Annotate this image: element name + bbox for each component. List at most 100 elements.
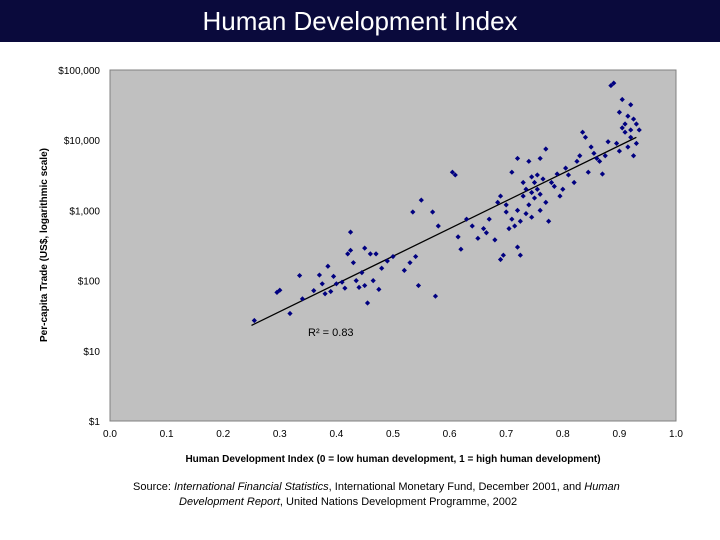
data-point (463, 216, 470, 222)
data-point (497, 193, 504, 199)
data-point (633, 121, 639, 127)
data-point (353, 278, 359, 284)
data-point (563, 165, 569, 171)
data-point (529, 214, 535, 220)
data-point (517, 218, 523, 224)
data-point (531, 195, 538, 201)
x-tick-label: 0.6 (443, 429, 457, 440)
y-tick-label: $100,000 (58, 66, 100, 77)
x-tick-label: 0.4 (329, 429, 343, 440)
data-point (430, 209, 436, 215)
data-point (537, 191, 543, 197)
data-point (548, 179, 555, 186)
x-tick-label: 0.3 (273, 429, 287, 440)
r-squared-annotation: R² = 0.83 (308, 327, 354, 339)
data-point (418, 197, 424, 203)
source-publication-1: International Financial Statistics (173, 481, 329, 493)
data-point (534, 186, 540, 192)
data-point (483, 230, 489, 236)
y-tick-label: $1 (89, 417, 101, 428)
data-point (347, 229, 354, 235)
data-point (537, 207, 543, 213)
data-point (574, 158, 580, 164)
data-point (526, 158, 532, 164)
x-tick-label: 1.0 (669, 429, 683, 440)
data-point (611, 80, 617, 86)
x-axis-label: Human Development Index (0 = low human d… (185, 454, 600, 465)
data-point (455, 234, 461, 240)
data-point (537, 155, 543, 162)
data-point (543, 146, 549, 152)
y-tick-label: $1,000 (69, 206, 100, 217)
data-point (543, 199, 549, 206)
data-point (551, 183, 557, 189)
data-point (514, 244, 521, 250)
data-point (495, 199, 501, 206)
source-publication-2-line1: Human (584, 481, 620, 493)
data-point (328, 288, 334, 295)
data-point (529, 174, 535, 180)
data-point (534, 172, 540, 178)
data-point (384, 258, 390, 264)
data-point (407, 260, 413, 266)
data-point (299, 296, 306, 302)
data-point (325, 263, 331, 269)
source-suffix: , United Nations Development Programme, … (279, 496, 518, 508)
data-point (577, 153, 583, 159)
data-point (333, 281, 339, 287)
data-point (512, 223, 518, 229)
x-tick-label: 0.1 (160, 429, 174, 440)
x-tick-label: 0.8 (556, 429, 570, 440)
data-point (588, 144, 594, 150)
data-point (608, 82, 614, 89)
data-point (506, 226, 512, 232)
x-tick-label: 0.2 (216, 429, 230, 440)
data-point (602, 153, 608, 159)
data-point (274, 289, 280, 295)
data-point (486, 216, 492, 222)
data-point (523, 186, 529, 192)
data-point (469, 223, 475, 229)
data-point (435, 223, 441, 229)
data-point (546, 218, 552, 224)
data-point (362, 245, 368, 251)
data-point (531, 179, 538, 186)
data-point (523, 211, 529, 217)
data-point (619, 125, 625, 131)
data-point (557, 193, 563, 199)
data-point (630, 153, 637, 159)
data-point (297, 272, 303, 279)
data-point (287, 310, 293, 317)
slide-title: Human Development Index (0, 0, 720, 42)
data-point (520, 179, 526, 186)
data-point (492, 237, 498, 243)
y-tick-label: $10 (83, 347, 100, 358)
data-point (373, 251, 379, 257)
data-point (596, 158, 603, 164)
source-prefix: Source: (133, 481, 174, 493)
data-point (636, 127, 642, 133)
data-point (350, 260, 356, 266)
data-point (410, 209, 416, 215)
data-point (571, 179, 577, 186)
data-point (364, 300, 371, 306)
data-point (565, 172, 572, 178)
data-point (367, 251, 373, 257)
x-tick-label: 0.7 (499, 429, 513, 440)
source-middle: , International Monetary Fund, December … (328, 481, 585, 493)
data-point (514, 155, 521, 162)
data-point (616, 148, 622, 154)
data-point (554, 171, 560, 177)
data-point (526, 202, 532, 208)
data-point (390, 253, 396, 260)
data-point (509, 169, 515, 175)
data-point (503, 202, 509, 208)
x-tick-label: 0.0 (103, 429, 117, 440)
data-point (503, 209, 509, 215)
x-tick-label: 0.5 (386, 429, 400, 440)
data-point (497, 256, 504, 263)
data-point (560, 186, 566, 192)
trendline (251, 136, 637, 326)
data-point (628, 102, 634, 108)
data-point (529, 189, 535, 196)
